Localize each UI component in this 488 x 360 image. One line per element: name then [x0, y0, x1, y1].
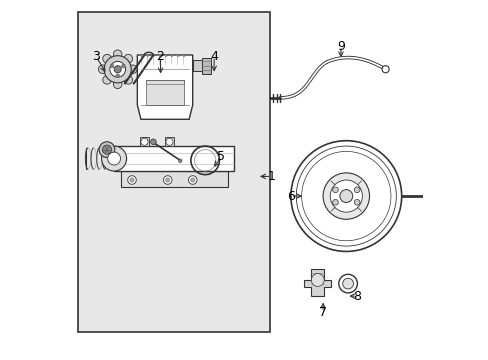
Circle shape — [150, 139, 156, 145]
Circle shape — [113, 80, 122, 89]
Circle shape — [342, 278, 353, 289]
Circle shape — [124, 54, 132, 63]
Circle shape — [188, 176, 197, 184]
Text: 3: 3 — [92, 50, 100, 63]
Bar — [78, 12, 269, 332]
Text: 6: 6 — [286, 190, 294, 203]
Circle shape — [114, 66, 121, 73]
Circle shape — [121, 64, 125, 68]
Text: 4: 4 — [210, 50, 218, 63]
Circle shape — [104, 56, 131, 83]
Circle shape — [110, 62, 125, 77]
Circle shape — [311, 274, 324, 287]
Polygon shape — [121, 171, 228, 187]
Circle shape — [102, 54, 111, 63]
Circle shape — [329, 180, 362, 212]
Circle shape — [98, 65, 107, 73]
Circle shape — [165, 178, 169, 182]
Bar — [192, 60, 206, 71]
Circle shape — [102, 145, 111, 154]
Bar — [146, 80, 183, 105]
Bar — [140, 137, 148, 146]
Text: 8: 8 — [352, 289, 360, 303]
Bar — [165, 137, 173, 146]
Text: 7: 7 — [319, 306, 326, 319]
Text: 5: 5 — [217, 150, 225, 163]
Circle shape — [338, 274, 357, 293]
Circle shape — [113, 50, 122, 59]
Polygon shape — [137, 55, 192, 119]
Circle shape — [353, 199, 359, 205]
Circle shape — [110, 64, 114, 68]
Circle shape — [163, 176, 172, 184]
Circle shape — [323, 173, 369, 219]
Circle shape — [116, 74, 119, 77]
Circle shape — [332, 199, 338, 205]
Circle shape — [127, 176, 136, 184]
Polygon shape — [114, 146, 233, 171]
Bar — [201, 58, 210, 73]
Text: 2: 2 — [156, 50, 164, 63]
Circle shape — [290, 141, 401, 251]
Circle shape — [99, 142, 115, 157]
Polygon shape — [304, 269, 331, 296]
Circle shape — [102, 146, 126, 171]
Circle shape — [353, 187, 359, 193]
Circle shape — [178, 159, 182, 162]
Text: 1: 1 — [267, 170, 275, 183]
Text: 9: 9 — [336, 40, 344, 53]
Circle shape — [124, 76, 132, 84]
Circle shape — [107, 152, 121, 165]
Circle shape — [190, 178, 194, 182]
Circle shape — [141, 138, 148, 145]
Circle shape — [165, 138, 173, 145]
Circle shape — [130, 178, 134, 182]
Circle shape — [102, 76, 111, 84]
Circle shape — [339, 190, 352, 203]
Circle shape — [332, 187, 338, 193]
Circle shape — [381, 66, 388, 73]
Circle shape — [128, 65, 137, 73]
